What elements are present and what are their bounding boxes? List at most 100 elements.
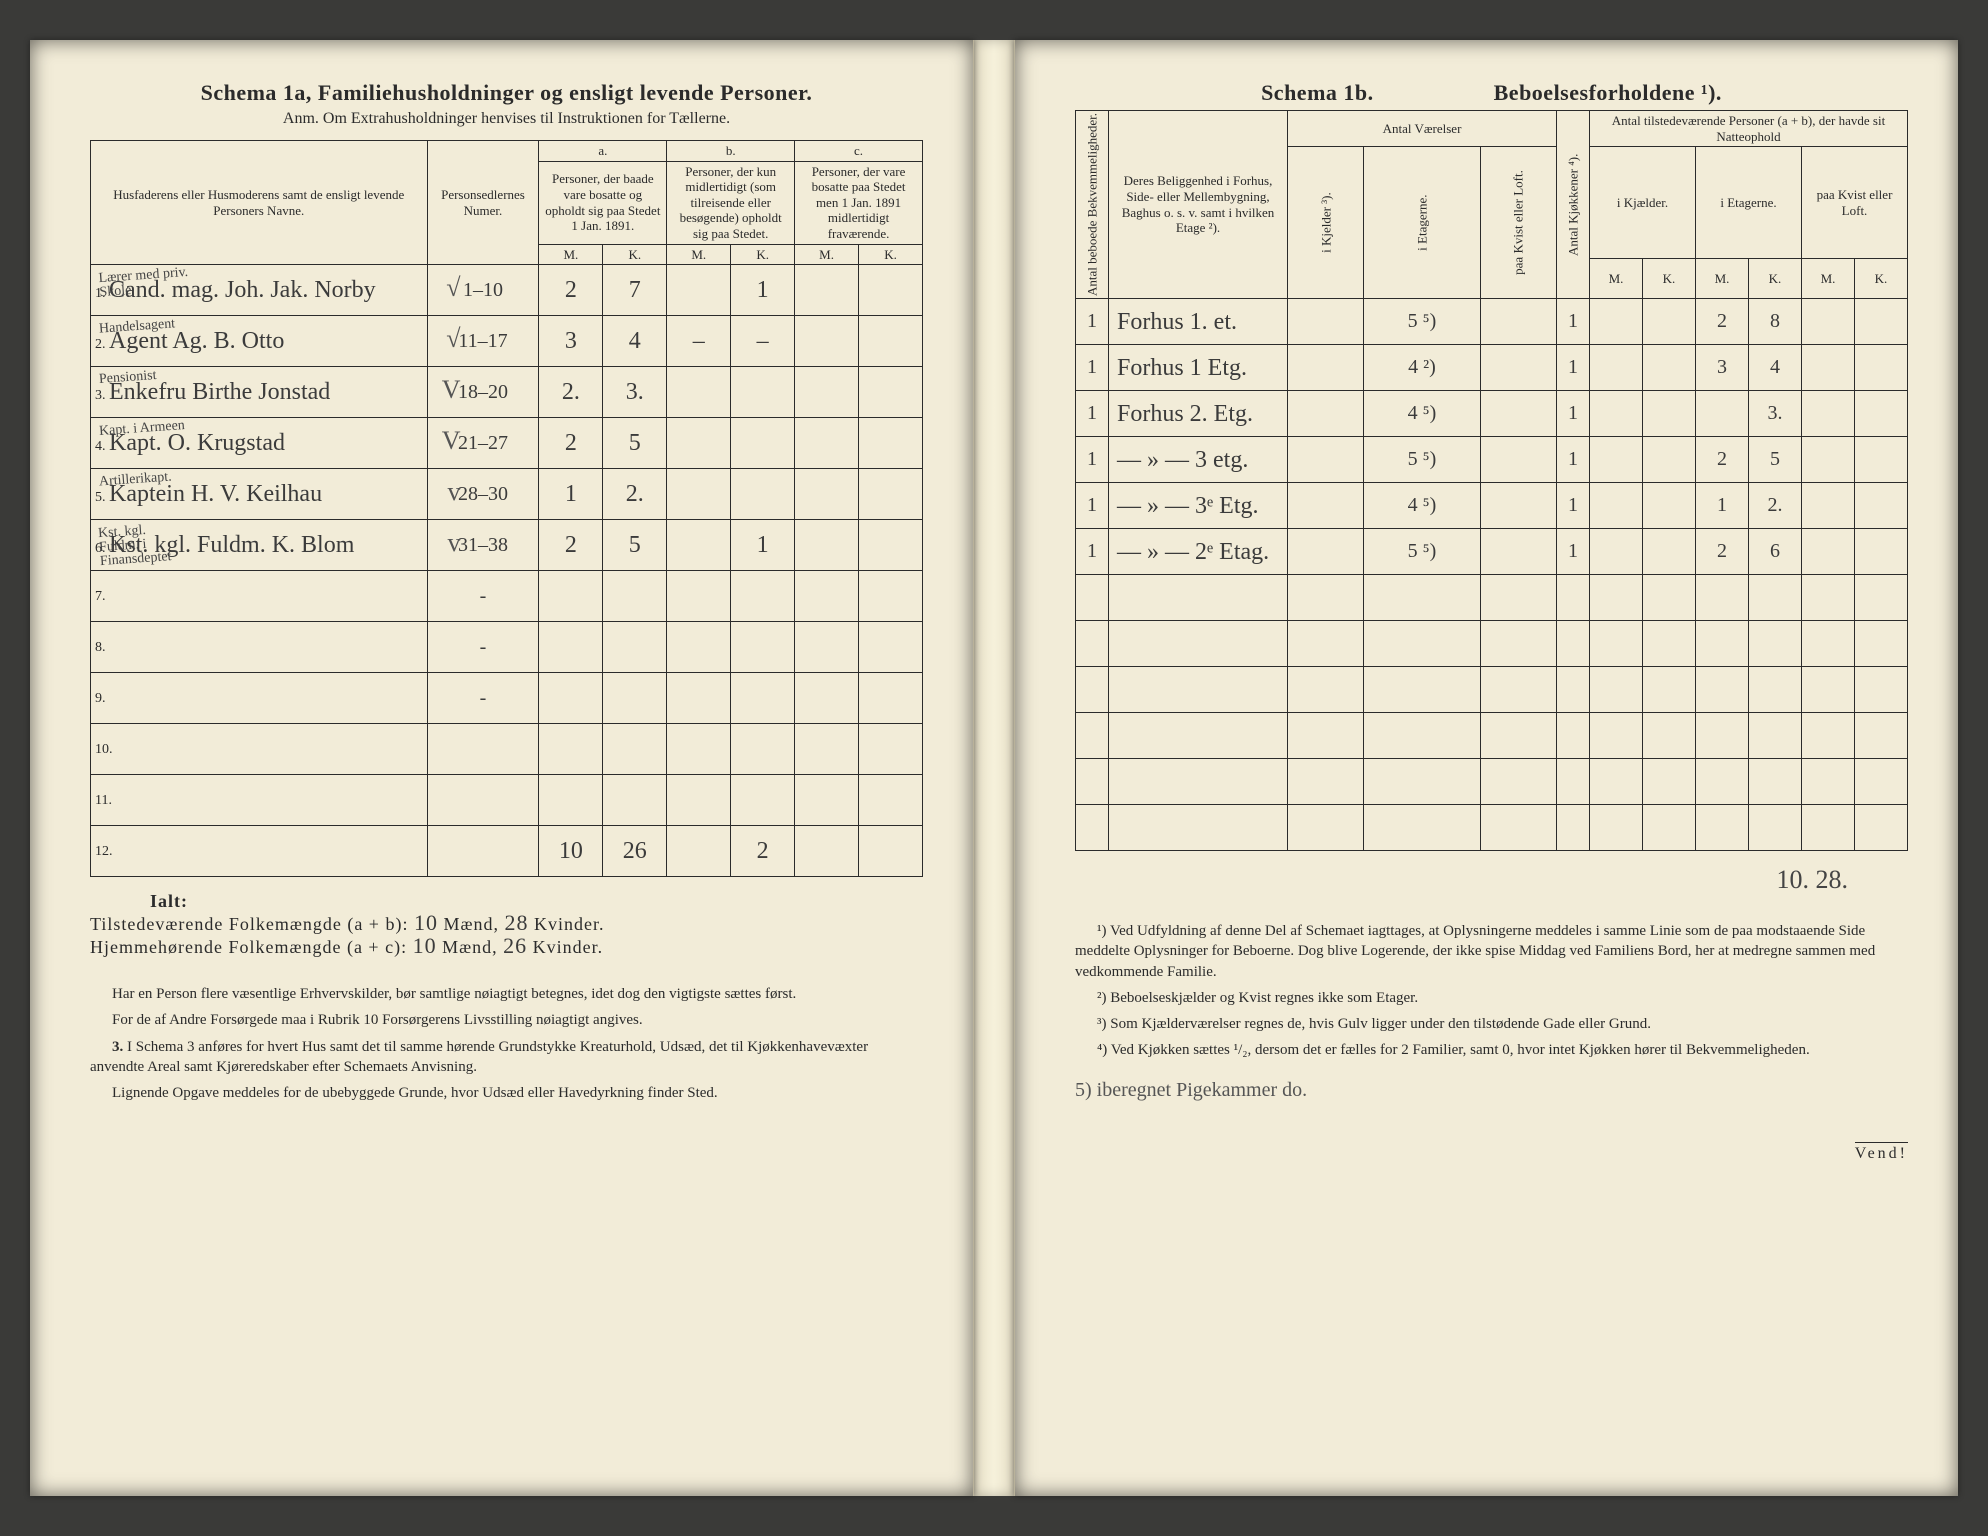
cell-kj: 1 [1557,437,1590,483]
row-index: 7. [95,589,106,604]
cell-nkM [1590,713,1643,759]
cell-nkM [1590,759,1643,805]
occupation-margin-note: Kst. kgl. Fuldm. i Finansdeptet [98,521,191,569]
cell-value: - [480,636,487,658]
foot2: For de af Andre Forsørgede maa i Rubrik … [90,1010,923,1030]
row-index: 12. [95,844,113,859]
row-name-cell: Kst. kgl. Fuldm. i Finansdeptet6. Kst. k… [91,520,428,571]
cell-bekv: 1 [1076,299,1109,345]
cell-bekv: 1 [1076,391,1109,437]
cell-value: 3 [1717,356,1727,378]
cell-vl [1480,345,1556,391]
cell-nlK [1855,575,1908,621]
cell-bK [731,367,795,418]
cell-aK: 7 [603,265,667,316]
cell-nlM [1802,575,1855,621]
right-title-b: Beboelsesforholdene ¹). [1494,80,1722,106]
cell-value: 2 [1717,540,1727,562]
cell-aM [539,775,603,826]
cell-value: 5 ⁵) [1408,540,1437,562]
cell-nlM [1802,713,1855,759]
cell-belig [1109,575,1288,621]
cell-cK [859,826,923,877]
cell-neM: 2 [1696,437,1749,483]
cell-kj: 1 [1557,529,1590,575]
cell-value: — » — 2ᵉ Etag. [1117,539,1269,565]
cell-cM [795,316,859,367]
cell-value: 1 [1087,356,1097,378]
cell-ve [1364,713,1481,759]
cell-vk [1288,759,1364,805]
grp-vaer: Antal Værelser [1288,111,1557,147]
cell-cK [859,265,923,316]
cell-value: 7 [629,277,641,303]
cell-value: 2. [562,379,580,405]
row-name-cell: Artillerikapt.5. Kaptein H. V. Keilhauv [91,469,428,520]
ne-k: K. [1749,259,1802,299]
cell-neK: 6 [1749,529,1802,575]
n-etag: i Etagerne. [1696,147,1802,259]
cell-cM [795,469,859,520]
cell-vl [1480,713,1556,759]
cell-bM [667,520,731,571]
row-check-mark: v [448,528,461,558]
schema-1b-row [1076,667,1908,713]
cell-bM [667,724,731,775]
cell-vk [1288,391,1364,437]
cell-nkM [1590,529,1643,575]
grp-natte: Antal tilstedeværende Personer (a + b), … [1590,111,1908,147]
row-name-cell: 12. [91,826,428,877]
cell-belig [1109,759,1288,805]
cell-vk [1288,575,1364,621]
cell-value: 6 [1770,540,1780,562]
grp-b: b. [667,141,795,162]
schema-1b-row: 1— » — 3 etg.5 ⁵)125 [1076,437,1908,483]
row-name-cell: 8. [91,622,428,673]
maend2: Mænd, [442,937,498,957]
cell-vk [1288,437,1364,483]
cell-nkM [1590,437,1643,483]
cell-neK: 4 [1749,345,1802,391]
cell-nlM [1802,345,1855,391]
cell-bekv [1076,713,1109,759]
schema-1a-row: 9. - [91,673,923,724]
schema-1a-row: 7. - [91,571,923,622]
cell-cK [859,775,923,826]
cell-nkK [1643,391,1696,437]
cell-cM [795,622,859,673]
nk-k: K. [1643,259,1696,299]
cell-value: 18–20 [458,381,508,403]
cell-value: 1–10 [463,279,503,301]
cell-value: – [757,328,769,354]
cell-bM [667,265,731,316]
fn3: ³) Som Kjælderværelser regnes de, hvis G… [1075,1014,1908,1034]
cell-aM [539,571,603,622]
cell-nlM [1802,621,1855,667]
row-name-cell: Handelsagent2. Agent Ag. B. Otto√ [91,316,428,367]
grp-a: a. [539,141,667,162]
cell-vl [1480,529,1556,575]
cell-vk [1288,345,1364,391]
cell-aK: 26 [603,826,667,877]
cell-cM [795,265,859,316]
cell-aM [539,622,603,673]
cell-kj: 1 [1557,391,1590,437]
cell-neK: 2. [1749,483,1802,529]
row-index: 11. [95,793,112,808]
schema-1b-row: 1Forhus 2. Etg.4 ⁵)13. [1076,391,1908,437]
book-spine [974,40,1014,1496]
schema-1a-row: Kapt. i Armeen4. Kapt. O. KrugstadV21–27… [91,418,923,469]
left-subnote: Anm. Om Extrahusholdninger henvises til … [90,110,923,128]
cell-nlM [1802,529,1855,575]
cell-cK [859,316,923,367]
schema-1a-row: Handelsagent2. Agent Ag. B. Otto√11–1734… [91,316,923,367]
grp-b-desc: Personer, der kun midlertidigt (som tilr… [667,161,795,244]
cell-nkK [1643,575,1696,621]
row-check-mark: v [448,477,461,507]
row-index: 3. [95,388,109,403]
cell-vl [1480,437,1556,483]
cell-bM [667,826,731,877]
cell-cM [795,724,859,775]
cell-value: 31–38 [458,534,508,556]
fn2: ²) Beboelseskjælder og Kvist regnes ikke… [1075,988,1908,1008]
